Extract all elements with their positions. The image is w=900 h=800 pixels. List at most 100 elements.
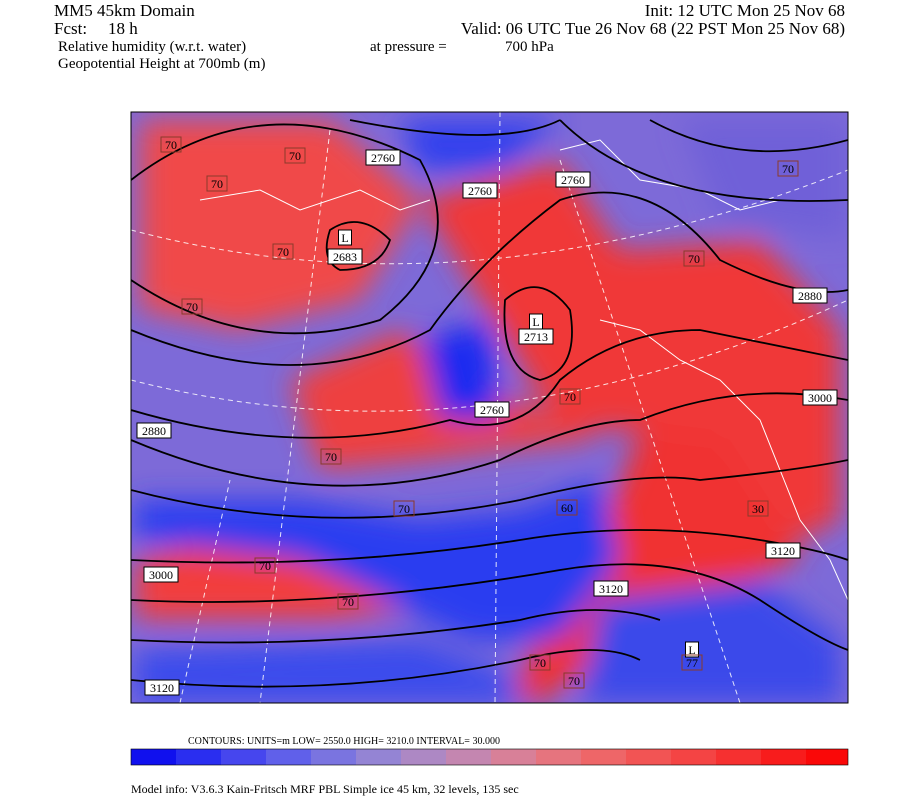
fcst-value: 18 h <box>108 19 138 38</box>
label-box <box>365 149 401 166</box>
map-labels: 276027602760L2683L2713276028803000288031… <box>136 136 838 696</box>
label-box <box>747 500 769 517</box>
humidity-label: 77 <box>686 656 698 670</box>
height-label: 3120 <box>599 582 623 596</box>
color-swatch <box>716 749 761 765</box>
label-box <box>802 389 838 406</box>
color-swatch <box>581 749 626 765</box>
color-bar <box>130 748 849 766</box>
coastlines <box>199 139 848 601</box>
label-box <box>181 298 203 315</box>
humidity-label: 70 <box>688 252 700 266</box>
humidity-label: 60 <box>561 501 573 515</box>
color-swatch <box>806 749 848 765</box>
init-time: Init: 12 UTC Mon 25 Nov 68 <box>645 1 845 20</box>
label-box <box>143 566 179 583</box>
label-box <box>393 500 415 517</box>
humidity-label: 70 <box>277 245 289 259</box>
height-label: 2683 <box>333 250 357 264</box>
label-box <box>681 654 703 671</box>
height-label: 3000 <box>808 391 832 405</box>
height-label: 2880 <box>798 289 822 303</box>
label-box <box>683 250 705 267</box>
height-contours <box>131 119 848 688</box>
domain-title: MM5 45km Domain <box>54 1 195 20</box>
valid-time: Valid: 06 UTC Tue 26 Nov 68 (22 PST Mon … <box>461 19 845 38</box>
label-box <box>136 422 172 439</box>
height-label: 3120 <box>150 681 174 695</box>
humidity-label: 30 <box>752 502 764 516</box>
field-title: Geopotential Height at 700mb (m) <box>58 56 265 72</box>
height-label: 3120 <box>771 544 795 558</box>
humidity-label: 70 <box>342 595 354 609</box>
height-label: 2760 <box>480 403 504 417</box>
color-swatch <box>401 749 446 765</box>
color-swatch <box>671 749 716 765</box>
label-box <box>559 388 581 405</box>
color-swatch <box>266 749 311 765</box>
contour-info: CONTOURS: UNITS=m LOW= 2550.0 HIGH= 3210… <box>188 736 500 747</box>
color-swatch <box>536 749 581 765</box>
label-box <box>272 243 294 260</box>
pressure-value: 700 hPa <box>505 39 554 55</box>
humidity-label: 70 <box>259 559 271 573</box>
humidity-label: 70 <box>289 149 301 163</box>
label-box <box>160 136 182 153</box>
label-box <box>474 401 510 418</box>
label-box <box>327 248 363 265</box>
label-box <box>462 182 498 199</box>
color-swatch <box>176 749 221 765</box>
map: 276027602760L2683L2713276028803000288031… <box>131 112 848 703</box>
humidity-label: 70 <box>568 674 580 688</box>
label-box <box>777 160 799 177</box>
color-swatch <box>131 749 176 765</box>
color-swatch <box>761 749 806 765</box>
field-title: Relative humidity (w.r.t. water) <box>58 39 246 55</box>
height-label: 2760 <box>561 173 585 187</box>
pressure-label: at pressure = <box>370 39 447 55</box>
humidity-label: 70 <box>211 177 223 191</box>
humidity-label: 70 <box>398 502 410 516</box>
label-box <box>337 593 359 610</box>
height-label: 2713 <box>524 330 548 344</box>
fcst-label: Fcst: <box>54 19 87 38</box>
height-label: L <box>532 315 539 329</box>
humidity-label: 70 <box>564 390 576 404</box>
height-label: L <box>341 231 348 245</box>
height-label: 2880 <box>142 424 166 438</box>
humidity-label: 70 <box>782 162 794 176</box>
color-swatch <box>311 749 356 765</box>
label-box <box>555 171 591 188</box>
label-box <box>254 557 276 574</box>
height-label: 2760 <box>371 151 395 165</box>
label-box <box>338 229 352 246</box>
humidity-label: 70 <box>325 450 337 464</box>
label-box <box>529 654 551 671</box>
label-box <box>765 542 801 559</box>
humidity-label: 70 <box>534 656 546 670</box>
label-box <box>685 641 699 658</box>
color-swatch <box>446 749 491 765</box>
height-label: L <box>688 643 695 657</box>
label-box <box>792 287 828 304</box>
color-bar-frame <box>130 748 849 766</box>
color-swatch <box>221 749 266 765</box>
label-box <box>518 328 554 345</box>
color-swatch <box>626 749 671 765</box>
color-swatch <box>491 749 536 765</box>
label-box <box>593 580 629 597</box>
color-swatch <box>356 749 401 765</box>
label-box <box>556 499 578 516</box>
label-box <box>563 672 585 689</box>
graticule <box>131 112 848 703</box>
height-label: 2760 <box>468 184 492 198</box>
humidity-label: 70 <box>165 138 177 152</box>
label-box <box>144 679 180 696</box>
height-label: 3000 <box>149 568 173 582</box>
label-box <box>284 147 306 164</box>
map-frame <box>130 111 849 704</box>
model-info: Model info: V3.6.3 Kain-Fritsch MRF PBL … <box>131 782 519 796</box>
label-box <box>206 175 228 192</box>
humidity-field <box>135 120 848 703</box>
